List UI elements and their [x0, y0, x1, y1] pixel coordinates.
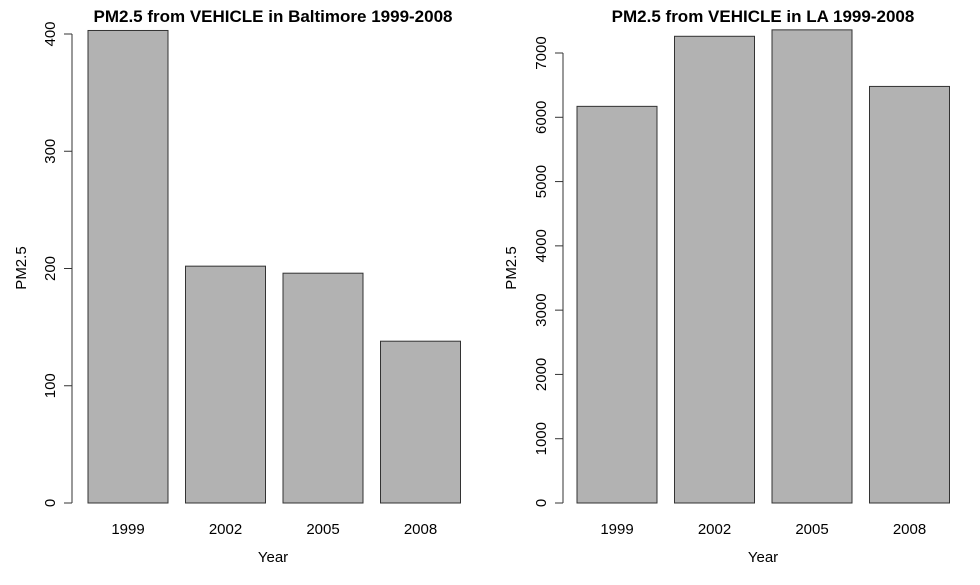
y-tick-label: 200: [42, 256, 59, 281]
y-tick-label: 0: [533, 499, 550, 507]
bar-1999: [576, 105, 658, 504]
x-tick-label: 2005: [795, 521, 828, 538]
bar-2005: [282, 272, 364, 504]
y-tick-label: 5000: [533, 165, 550, 198]
y-tick-label: 4000: [533, 229, 550, 262]
bar-2002: [674, 35, 755, 504]
chart-panel-1: PM2.5 from VEHICLE in Baltimore 1999-200…: [13, 7, 461, 566]
y-tick-label: 100: [42, 373, 59, 398]
x-axis-label: Year: [748, 549, 778, 566]
bar-2002: [185, 265, 266, 504]
y-tick-label: 0: [42, 499, 59, 507]
bar-2008: [380, 340, 461, 504]
y-tick-label: 7000: [533, 36, 550, 69]
y-tick-label: 300: [42, 139, 59, 164]
bar-1999: [87, 29, 169, 504]
y-tick-label: 400: [42, 21, 59, 46]
x-tick-label: 2008: [893, 521, 926, 538]
x-tick-label: 2008: [404, 521, 437, 538]
x-tick-label: 2002: [209, 521, 242, 538]
y-axis-label: PM2.5: [13, 246, 30, 289]
bar-2008: [869, 85, 950, 504]
chart-title: PM2.5 from VEHICLE in LA 1999-2008: [612, 7, 915, 26]
chart-panel-2: PM2.5 from VEHICLE in LA 1999-2008 1999 20…: [503, 7, 950, 566]
y-tick-label: 6000: [533, 101, 550, 134]
x-tick-label: 2005: [306, 521, 339, 538]
y-axis-label: PM2.5: [503, 246, 520, 289]
y-tick-label: 1000: [533, 422, 550, 455]
y-tick-label: 2000: [533, 358, 550, 391]
x-tick-label: 1999: [600, 521, 633, 538]
x-tick-label: 2002: [698, 521, 731, 538]
bar-2005: [771, 29, 853, 504]
chart-title: PM2.5 from VEHICLE in Baltimore 1999-200…: [93, 7, 452, 26]
y-tick-label: 3000: [533, 293, 550, 326]
x-axis-label: Year: [258, 549, 288, 566]
x-tick-label: 1999: [111, 521, 144, 538]
